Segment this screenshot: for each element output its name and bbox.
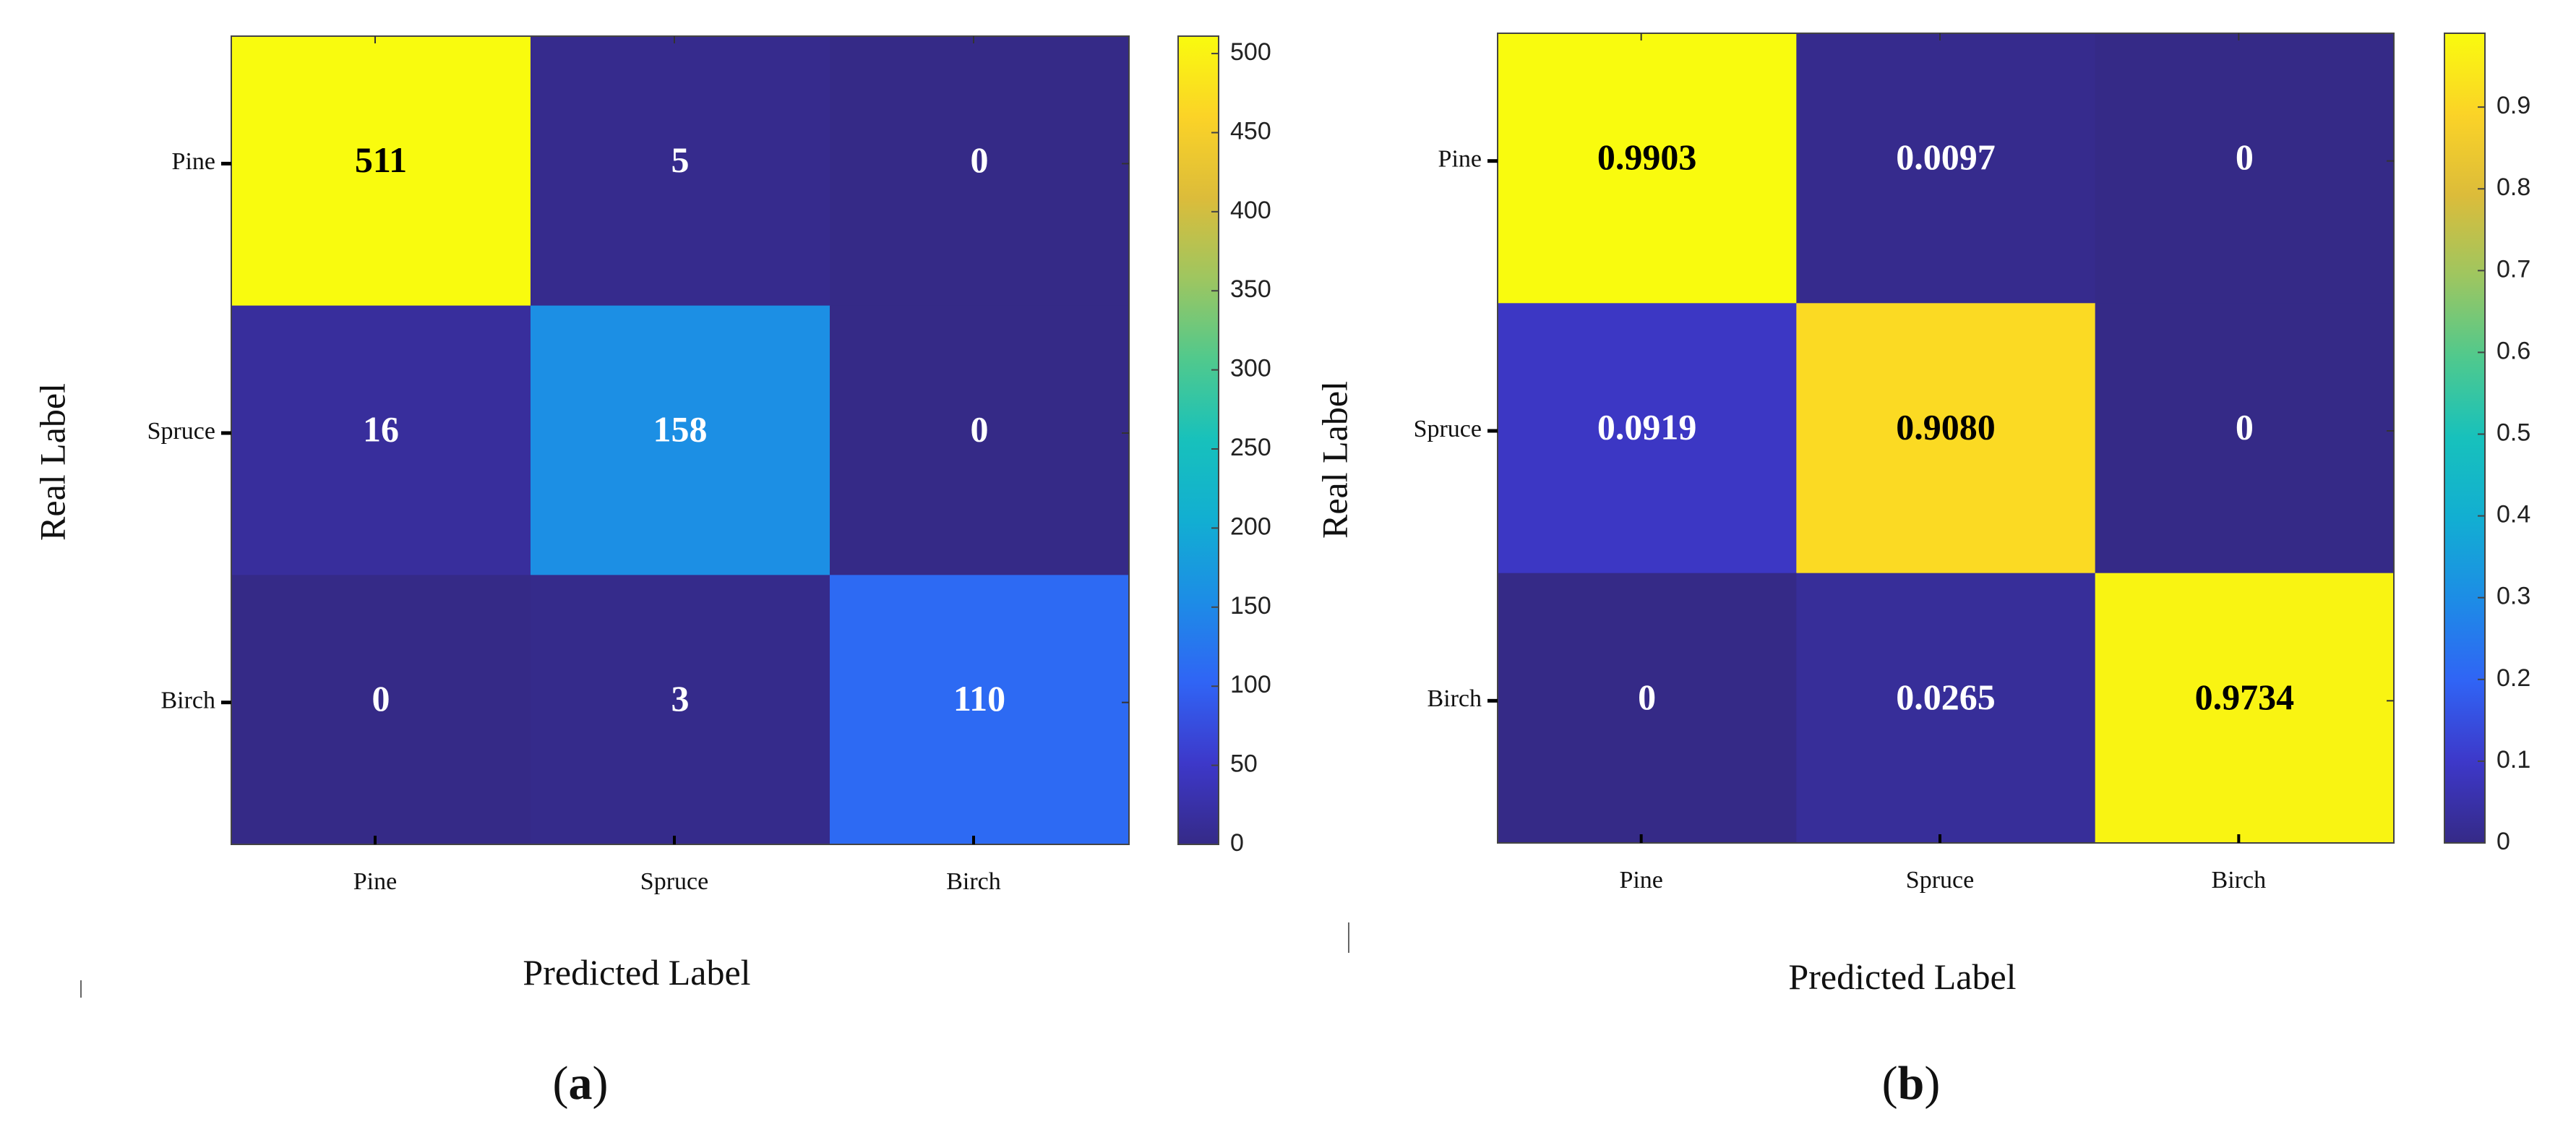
heatmap-cell [2095,573,2395,844]
colorbar-tick-label: 0.7 [2496,255,2530,283]
panel-label: (b) [1882,1057,1941,1110]
y-tick-label: Pine [1438,145,1482,172]
heatmap-cell [1796,573,2096,844]
colorbar-tick-label: 0.1 [2496,746,2530,774]
colorbar-tick-label: 300 [1230,355,1271,382]
colorbar-tick-label: 0.4 [2496,501,2530,528]
y-axis-label: Real Label [32,383,72,541]
plot-border [231,35,1130,845]
x-tick-label: Pine [1619,867,1662,894]
y-tick-label: Spruce [1414,416,1482,442]
heatmap-cell [1498,573,1797,844]
heatmap-cell [830,575,1130,845]
colorbar [2444,33,2486,844]
colorbar-tick-label: 0 [2496,828,2510,855]
heatmap-cell [1796,33,2096,304]
y-tick-label: Birch [160,687,215,714]
cell-value-label: 0.9903 [1597,137,1697,177]
x-tick-label: Birch [2212,867,2267,894]
heatmap-cell [231,575,531,845]
colorbar-tick-label: 50 [1230,750,1258,778]
heatmap-cell [830,305,1130,575]
colorbar-tick-label: 500 [1230,38,1271,66]
heatmap-cell [231,305,531,575]
y-axis-label: Real Label [1314,381,1354,539]
cell-value-label: 16 [363,408,399,449]
panel-label: (a) [553,1057,609,1110]
panel-label-letter: b [1898,1057,1925,1110]
cell-value-label: 0.9080 [1896,406,1996,447]
colorbar-tick-label: 0 [1230,829,1244,857]
y-tick-label: Spruce [147,418,215,445]
heatmap-cell [1498,303,1797,574]
x-axis-label: Predicted Label [523,952,750,993]
x-tick-label: Spruce [1906,867,1974,894]
cell-value-label: 158 [653,408,708,449]
cell-value-label: 0.0265 [1896,677,1996,717]
colorbar-tick-label: 0.2 [2496,664,2530,692]
colorbar-tick-label: 200 [1230,513,1271,540]
colorbar-tick-label: 450 [1230,117,1271,145]
cell-value-label: 0.0919 [1597,406,1697,447]
x-tick-label: Pine [353,868,397,895]
cell-value-label: 0.0097 [1896,137,1996,177]
panel-label-letter: a [569,1057,593,1110]
heatmap-cell [531,36,830,307]
heatmap-cell [2095,303,2395,574]
cell-value-label: 0.9734 [2195,677,2295,717]
cell-value-label: 0 [2236,137,2254,177]
colorbar-tick-label: 250 [1230,434,1271,461]
colorbar-tick-label: 0.3 [2496,583,2530,610]
plot-border [1497,33,2395,844]
colorbar-tick-label: 0.6 [2496,337,2530,364]
heatmap-cell [1498,33,1797,304]
x-tick-label: Birch [946,868,1001,895]
colorbar [1177,35,1219,845]
heatmap-cell [531,305,830,575]
cell-value-label: 3 [671,678,690,719]
colorbar-tick-label: 400 [1230,197,1271,224]
colorbar-tick-label: 0.9 [2496,92,2530,119]
cell-value-label: 110 [953,678,1005,719]
x-tick-label: Spruce [640,868,708,895]
cell-value-label: 0 [971,408,989,449]
colorbar-tick-label: 150 [1230,592,1271,620]
colorbar-tick-label: 100 [1230,671,1271,698]
y-tick-label: Birch [1427,685,1482,712]
confusion-matrix-b: 0.9903 0.0097 0 0.0919 0.9080 0 0 0.0265 0.9734 P… [1314,33,2530,1110]
cell-value-label: 0 [971,140,989,180]
colorbar-tick-label: 0.8 [2496,174,2530,201]
heatmap-cell [1796,303,2096,574]
heatmap-cell [531,575,830,845]
x-axis-label: Predicted Label [1788,956,2016,997]
cell-value-label: 511 [355,140,407,180]
heatmap-cell [830,36,1130,307]
cell-value-label: 0 [372,678,390,719]
cell-value-label: 5 [671,140,690,180]
cell-value-label: 0 [2236,406,2254,447]
colorbar-tick-label: 0.5 [2496,419,2530,446]
cell-value-label: 0 [1638,677,1656,717]
y-tick-label: Pine [172,148,215,175]
colorbar-tick-label: 350 [1230,275,1271,303]
heatmap-cell [231,36,531,307]
heatmap-cell [2095,33,2395,304]
